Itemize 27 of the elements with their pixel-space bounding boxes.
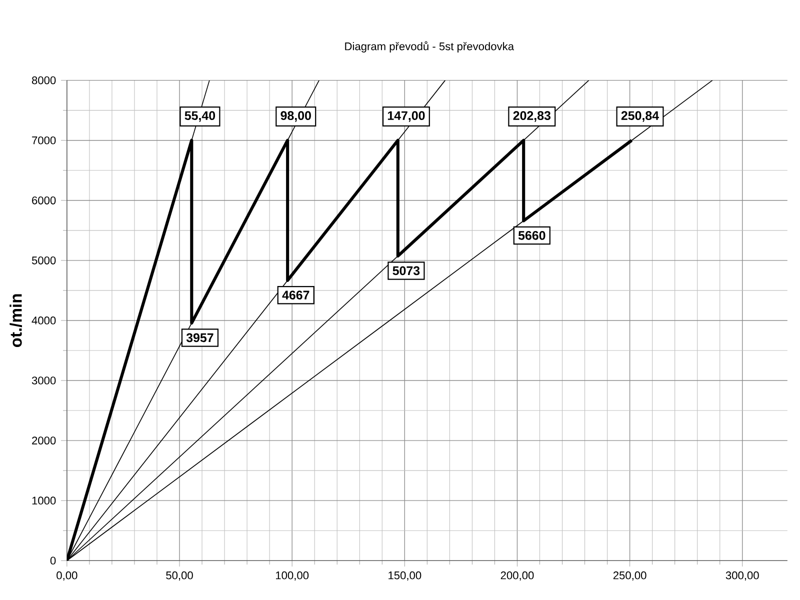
- chart-title: Diagram převodů - 5st převodovka: [345, 41, 514, 52]
- x-tick-label: 250,00: [613, 571, 646, 581]
- y-tick-label: 1000: [32, 496, 56, 505]
- y-tick-label: 6000: [32, 196, 56, 204]
- annotation: 147,00: [388, 111, 425, 122]
- y-tick-label: 2000: [32, 436, 56, 444]
- x-tick-label: 150,00: [388, 571, 422, 581]
- x-tick-label: 0,00: [56, 571, 78, 581]
- y-tick-label: 4000: [32, 316, 56, 324]
- annotation: 202,83: [513, 111, 550, 122]
- y-axis-title: ot./min: [10, 294, 22, 348]
- x-tick-label: 300,00: [726, 571, 759, 581]
- x-tick-label: 50,00: [166, 571, 193, 581]
- annotation: 4667: [282, 290, 310, 300]
- y-tick-label: 5000: [32, 256, 56, 264]
- x-tick-label: 100,00: [276, 571, 309, 581]
- annotation: 5660: [518, 231, 546, 240]
- y-tick-label: 8000: [32, 76, 56, 84]
- annotation: 250,84: [621, 111, 659, 122]
- annotation: 55,40: [184, 111, 216, 122]
- annotation: 3957: [186, 333, 214, 342]
- annotation: 98,00: [280, 111, 311, 122]
- y-tick-label: 3000: [32, 376, 56, 384]
- annotation: 5073: [392, 266, 420, 276]
- y-tick-label: 0: [50, 556, 56, 565]
- y-tick-label: 7000: [32, 136, 56, 144]
- x-tick-label: 200,00: [500, 571, 534, 581]
